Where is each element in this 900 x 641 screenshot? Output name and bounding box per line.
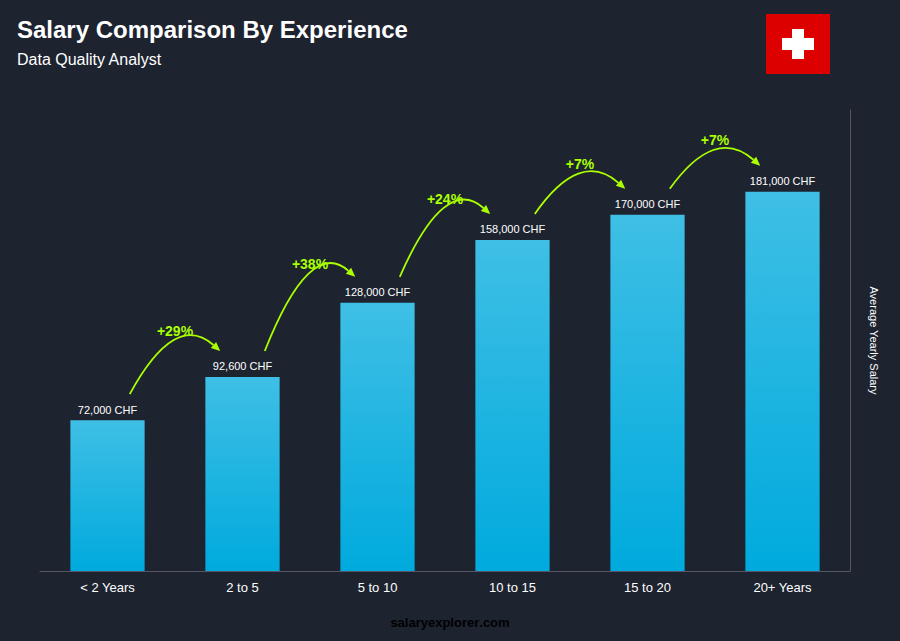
svg-text:2 to 5: 2 to 5: [226, 580, 259, 595]
svg-text:5 to 10: 5 to 10: [358, 580, 398, 595]
svg-text:.com: .com: [479, 615, 509, 630]
svg-text:128,000 CHF: 128,000 CHF: [345, 286, 411, 298]
svg-text:Data Quality Analyst: Data Quality Analyst: [17, 51, 162, 68]
svg-text:+7%: +7%: [701, 132, 730, 148]
svg-text:20+ Years: 20+ Years: [753, 580, 812, 595]
svg-text:Salary Comparison By Experienc: Salary Comparison By Experience: [17, 16, 408, 43]
svg-text:181,000 CHF: 181,000 CHF: [750, 175, 816, 187]
svg-text:salary: salary: [390, 615, 428, 630]
svg-text:15 to 20: 15 to 20: [624, 580, 671, 595]
svg-text:+38%: +38%: [292, 256, 329, 272]
svg-text:92,600 CHF: 92,600 CHF: [213, 360, 273, 372]
svg-text:explorer: explorer: [428, 615, 479, 630]
svg-text:158,000 CHF: 158,000 CHF: [480, 223, 546, 235]
svg-text:10 to 15: 10 to 15: [489, 580, 536, 595]
svg-text:72,000 CHF: 72,000 CHF: [78, 404, 138, 416]
svg-text:Average Yearly Salary: Average Yearly Salary: [868, 286, 880, 395]
svg-text:+29%: +29%: [157, 323, 194, 339]
svg-text:+24%: +24%: [427, 191, 464, 207]
svg-text:170,000 CHF: 170,000 CHF: [615, 198, 681, 210]
svg-text:+7%: +7%: [566, 156, 595, 172]
svg-text:< 2 Years: < 2 Years: [80, 580, 135, 595]
